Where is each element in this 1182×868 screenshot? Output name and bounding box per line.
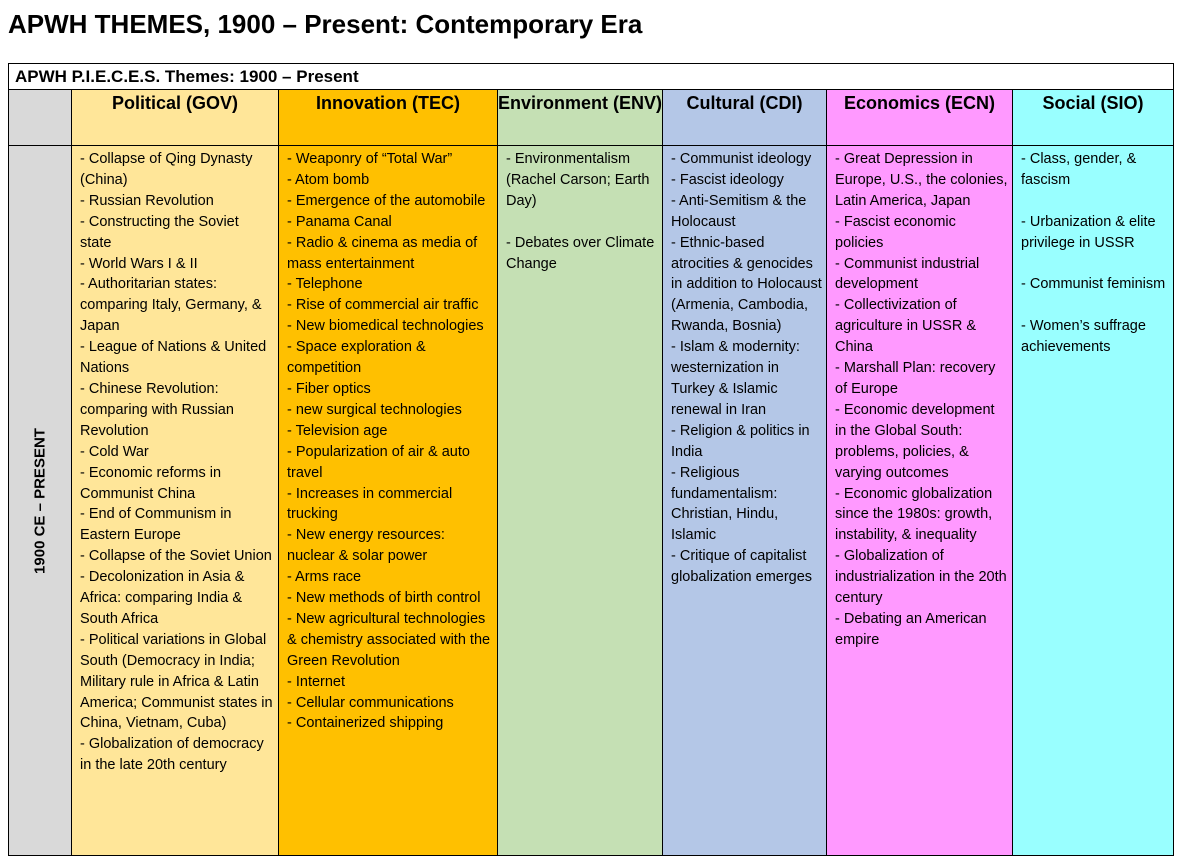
header-cultural: Cultural (CDI): [662, 89, 827, 146]
list-item: - Great Depression in Europe, U.S., the …: [835, 151, 1008, 209]
list-item: - Economic development in the Global Sou…: [835, 401, 995, 481]
era-label: 1900 CE – PRESENT: [31, 427, 49, 574]
list-item: - New methods of birth control: [287, 590, 481, 607]
list-item: - Chinese Revolution: comparing with Rus…: [80, 380, 234, 439]
list-item: - Communist ideology: [671, 151, 812, 167]
list-item: - Decolonization in Asia & Africa: compa…: [80, 569, 245, 627]
list-item: - End of Communism in Eastern Europe: [80, 506, 232, 544]
page-title: APWH THEMES, 1900 – Present: Contemporar…: [8, 9, 643, 39]
list-item: - Marshall Plan: recovery of Europe: [835, 360, 996, 397]
list-item: - Cold War: [80, 443, 149, 460]
cultural-items: - Communist ideology - Fascist ideology …: [662, 145, 827, 856]
list-item: - Religious fundamentalism: Christian, H…: [671, 464, 779, 544]
list-item: - Russian Revolution: [80, 192, 214, 209]
list-item: - Fascist ideology: [671, 171, 784, 188]
list-item: - New energy resources: nuclear & solar …: [287, 527, 445, 565]
list-item: - Authoritarian states: comparing Italy,…: [80, 276, 262, 335]
list-item: - New biomedical technologies: [287, 318, 484, 335]
list-item: - Arms race: [287, 569, 362, 586]
list-item: - Weaponry of “Total War”: [287, 151, 453, 167]
list-item: - Ethnic-based atrocities & genocides in…: [671, 234, 822, 335]
header-environment: Environment (ENV): [497, 89, 663, 146]
list-item: - Critique of capitalist globalization e…: [671, 548, 813, 586]
header-economics: Economics (ECN): [826, 89, 1013, 146]
themes-table: APWH P.I.E.C.E.S. Themes: 1900 – Present…: [7, 63, 1175, 856]
list-item: - Internet: [287, 673, 346, 690]
list-item: - Political variations in Global South (…: [80, 631, 273, 732]
era-cell: 1900 CE – PRESENT: [8, 145, 72, 856]
list-item: - Women’s suffrage achievements: [1021, 318, 1146, 356]
list-item: - Communist industrial development: [835, 255, 980, 293]
list-item: - Cellular communications: [287, 694, 454, 711]
header-innovation: Innovation (TEC): [278, 89, 498, 146]
list-item: - Class, gender, & fascism: [1021, 151, 1137, 188]
list-item: - Environmentalism (Rachel Carson; Earth…: [506, 151, 650, 209]
list-item: - New agricultural technologies & chemis…: [287, 610, 491, 669]
list-item: - Fiber optics: [287, 380, 371, 397]
list-item: - Panama Canal: [287, 213, 392, 230]
header-political: Political (GOV): [71, 89, 279, 146]
list-item: - Debates over Climate Change: [506, 234, 655, 272]
list-item: - Collapse of the Soviet Union: [80, 548, 272, 565]
list-item: - Radio & cinema as media of mass entert…: [287, 234, 478, 272]
list-item: - Economic reforms in Communist China: [80, 464, 222, 502]
economics-items: - Great Depression in Europe, U.S., the …: [826, 145, 1013, 856]
list-item: - Anti-Semitism & the Holocaust: [671, 192, 807, 230]
list-item: - World Wars I & II: [80, 255, 198, 272]
list-item: - Economic globalization since the 1980s…: [835, 485, 993, 544]
list-item: - Urbanization & elite privilege in USSR: [1021, 213, 1156, 251]
social-items: - Class, gender, & fascism - Urbanizatio…: [1011, 145, 1175, 856]
environment-items: - Environmentalism (Rachel Carson; Earth…: [497, 145, 663, 856]
list-item: - Globalization of industrialization in …: [835, 548, 1007, 607]
list-item: - Islam & modernity: westernization in T…: [671, 339, 800, 418]
list-item: - Collapse of Qing Dynasty (China): [80, 151, 253, 188]
list-item: - new surgical technologies: [287, 401, 462, 418]
list-item: - Space exploration & competition: [287, 339, 426, 377]
political-items: - Collapse of Qing Dynasty (China) - Rus…: [71, 145, 279, 856]
list-item: - Communist feminism: [1021, 276, 1166, 293]
list-item: - Rise of commercial air traffic: [287, 297, 479, 314]
table-caption: APWH P.I.E.C.E.S. Themes: 1900 – Present: [7, 63, 1175, 90]
list-item: - Increases in commercial trucking: [287, 485, 453, 523]
list-item: - Atom bomb: [287, 171, 370, 188]
list-item: - Emergence of the automobile: [287, 192, 486, 209]
list-item: - Telephone: [287, 276, 363, 293]
list-item: - Debating an American empire: [835, 610, 987, 648]
list-item: - Religion & politics in India: [671, 422, 810, 460]
list-item: - Popularization of air & auto travel: [287, 443, 470, 481]
corner-cell: [8, 89, 72, 146]
list-item: - Collectivization of agriculture in USS…: [835, 297, 977, 356]
list-item: - Television age: [287, 422, 388, 439]
list-item: - Fascist economic policies: [835, 213, 956, 251]
header-social: Social (SIO): [1011, 89, 1175, 146]
list-item: - League of Nations & United Nations: [80, 339, 267, 377]
innovation-items: - Weaponry of “Total War” - Atom bomb - …: [278, 145, 498, 856]
list-item: - Globalization of democracy in the late…: [80, 736, 264, 774]
list-item: - Containerized shipping: [287, 715, 444, 732]
list-item: - Constructing the Soviet state: [80, 213, 239, 251]
